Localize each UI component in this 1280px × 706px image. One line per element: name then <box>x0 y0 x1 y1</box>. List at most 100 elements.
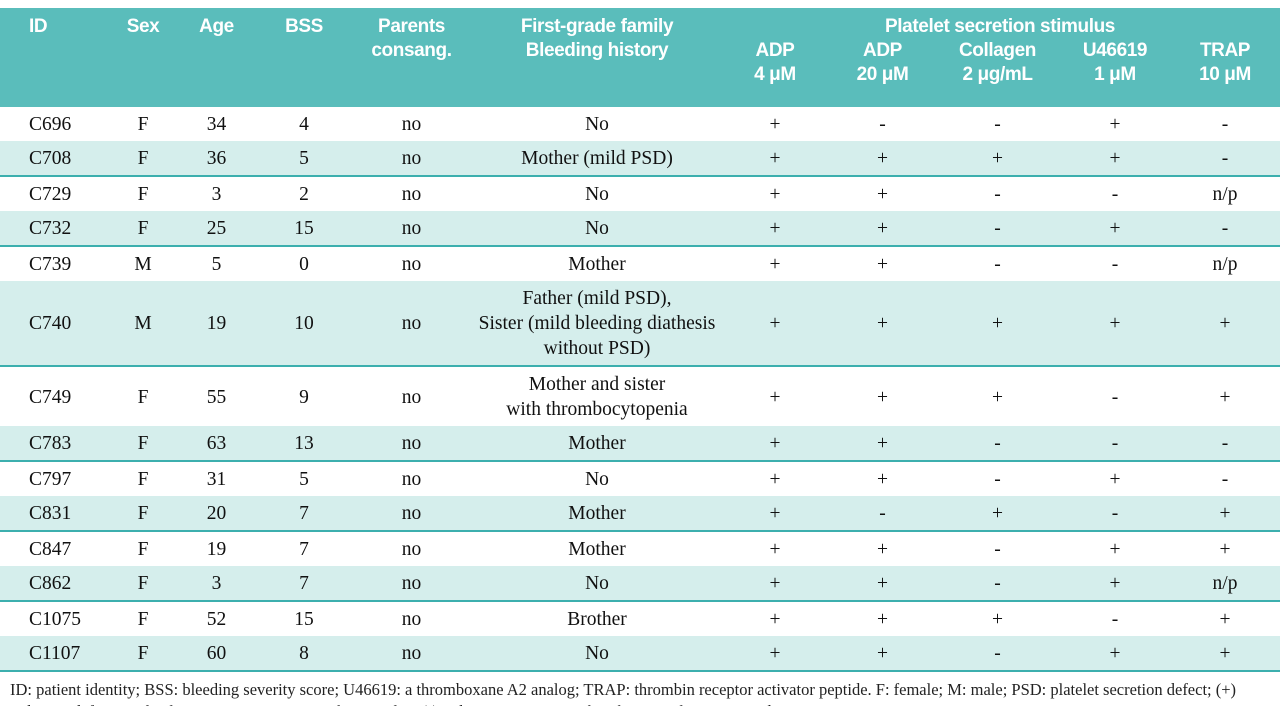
cell-patient-id: C708 <box>0 141 112 177</box>
cell-collagen: - <box>994 184 1001 205</box>
cell-adp-20um: + <box>877 469 888 490</box>
cell-adp-4um: + <box>769 386 781 408</box>
cell-trap: + <box>1170 496 1280 532</box>
cell-adp-4um: + <box>720 496 830 532</box>
cell-parents-consang: no <box>401 386 422 408</box>
cell-age: 19 <box>206 539 227 560</box>
cell-patient-id: C749 <box>29 386 72 408</box>
cell-sex: F <box>137 386 149 408</box>
cell-adp-20um: + <box>877 386 888 408</box>
cell-adp-20um: - <box>879 114 886 135</box>
cell-u46619: - <box>1060 426 1170 462</box>
table-header: ID Sex Age BSS Parents consang. First-gr… <box>0 8 1280 107</box>
cell-adp-4um: + <box>720 281 830 367</box>
table-row: C749 F 55 9 no Mother and sister with th… <box>0 366 1280 426</box>
cell-sex: F <box>112 141 174 177</box>
cell-patient-id: C797 <box>29 469 72 490</box>
header-u46619-dose: 1 μM <box>1060 63 1170 107</box>
cell-trap: n/p <box>1212 254 1238 275</box>
header-sex: Sex <box>112 8 174 107</box>
cell-u46619: + <box>1060 636 1170 672</box>
cell-bss: 13 <box>259 426 349 462</box>
cell-u46619: + <box>1109 469 1121 490</box>
cell-patient-id: C729 <box>29 184 72 205</box>
cell-trap: + <box>1219 609 1231 630</box>
cell-sex: F <box>137 184 149 205</box>
cell-u46619: + <box>1109 539 1121 560</box>
cell-family-bleeding-history: No <box>585 114 609 135</box>
cell-family-bleeding-history: No <box>474 636 720 672</box>
cell-trap: - <box>1170 141 1280 177</box>
header-adp20-dose: 20 μM <box>830 63 935 107</box>
cell-patient-id: C739 <box>29 254 72 275</box>
cell-sex: F <box>137 469 149 490</box>
cell-parents-consang: no <box>401 114 422 135</box>
cell-u46619: - <box>1111 609 1119 630</box>
cell-age: 31 <box>206 469 227 490</box>
cell-bss: 7 <box>299 539 309 560</box>
table-row: C1107 F 60 8 no No + + - + + <box>0 636 1280 672</box>
cell-bss: 7 <box>259 496 349 532</box>
cell-adp-20um: + <box>830 636 935 672</box>
cell-collagen: + <box>992 386 1003 408</box>
header-id: ID <box>0 8 112 107</box>
cell-adp-4um: + <box>720 426 830 462</box>
cell-trap: - <box>1221 469 1229 490</box>
header-parents-consang: Parents consang. <box>349 8 474 107</box>
cell-adp-20um: + <box>830 426 935 462</box>
cell-sex: M <box>134 254 152 275</box>
cell-u46619: - <box>1111 184 1119 205</box>
cell-adp-20um: + <box>877 184 888 205</box>
cell-patient-id: C1107 <box>0 636 112 672</box>
cell-bss: 0 <box>299 254 309 275</box>
cell-age: 63 <box>174 426 259 462</box>
table-footnote: ID: patient identity; BSS: bleeding seve… <box>10 680 1237 706</box>
cell-adp-20um: + <box>877 539 888 560</box>
table-row: C740 M 19 10 no Father (mild PSD), Siste… <box>0 281 1280 367</box>
cell-sex: F <box>112 566 174 602</box>
cell-adp-4um: + <box>720 566 830 602</box>
cell-trap: + <box>1170 281 1280 367</box>
cell-family-bleeding-history: Mother (mild PSD) <box>474 141 720 177</box>
cell-adp-4um: + <box>720 141 830 177</box>
cell-sex: M <box>112 281 174 367</box>
cell-bss: 8 <box>259 636 349 672</box>
cell-parents-consang: no <box>401 609 422 630</box>
cell-bss: 10 <box>259 281 349 367</box>
cell-parents-consang: no <box>349 281 474 367</box>
header-collagen-name: Collagen <box>935 39 1060 63</box>
cell-parents-consang: no <box>349 566 474 602</box>
cell-adp-4um: + <box>769 114 781 135</box>
cell-collagen: - <box>994 539 1001 560</box>
table-row: C831 F 20 7 no Mother + - + - + <box>0 496 1280 532</box>
cell-adp-4um: + <box>769 254 781 275</box>
table-row: C783 F 63 13 no Mother + + - - - <box>0 426 1280 462</box>
cell-bss: 5 <box>299 469 309 490</box>
cell-sex: F <box>137 609 149 630</box>
cell-age: 34 <box>206 114 227 135</box>
cell-collagen: - <box>994 114 1001 135</box>
cell-collagen: - <box>994 469 1001 490</box>
cell-parents-consang: no <box>401 469 422 490</box>
cell-age: 60 <box>174 636 259 672</box>
cell-patient-id: C783 <box>0 426 112 462</box>
cell-adp-4um: + <box>769 609 781 630</box>
cell-family-bleeding-history: Mother <box>568 254 626 275</box>
cell-parents-consang: no <box>349 496 474 532</box>
table-row: C739 M 5 0 no Mother + + - - n/p <box>0 246 1280 281</box>
cell-trap: n/p <box>1170 566 1280 602</box>
cell-age: 55 <box>206 386 227 408</box>
cell-patient-id: C732 <box>0 211 112 247</box>
table-row: C862 F 3 7 no No + + - + n/p <box>0 566 1280 602</box>
cell-patient-id: C847 <box>29 539 72 560</box>
cell-collagen: + <box>935 281 1060 367</box>
cell-trap: + <box>1219 539 1231 560</box>
cell-age: 3 <box>211 184 222 205</box>
cell-age: 36 <box>174 141 259 177</box>
cell-bss: 7 <box>259 566 349 602</box>
cell-family-bleeding-history: No <box>585 184 609 205</box>
cell-u46619: + <box>1060 566 1170 602</box>
header-age: Age <box>174 8 259 107</box>
cell-family-bleeding-history: Mother and sister with thrombocytopenia <box>506 374 688 420</box>
table-body: C696 F 34 4 no No + - - + - C708 F 36 5 … <box>0 107 1280 672</box>
